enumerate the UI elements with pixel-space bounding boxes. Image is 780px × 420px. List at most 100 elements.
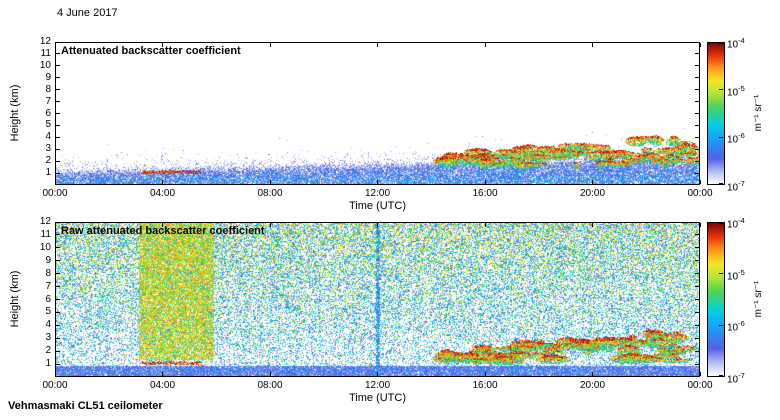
colorbar-unit-label-raw: m⁻¹ sr⁻¹ bbox=[753, 280, 764, 318]
y-tick-mark bbox=[695, 149, 699, 150]
x-tick-mark bbox=[700, 43, 701, 47]
x-tick-mark bbox=[592, 223, 593, 227]
colorbar-tick-mark bbox=[719, 325, 723, 326]
y-tick-mark bbox=[56, 149, 60, 150]
filtered-backscatter-plot: Attenuated backscatter coefficient bbox=[55, 42, 700, 185]
y-tick-mark bbox=[695, 161, 699, 162]
x-tick-label: 04:00 bbox=[149, 380, 176, 391]
x-tick-mark bbox=[270, 180, 271, 184]
y-tick-mark bbox=[695, 260, 699, 261]
x-tick-mark bbox=[377, 223, 378, 227]
y-tick-label: 9 bbox=[45, 71, 51, 83]
x-tick-mark bbox=[270, 372, 271, 376]
y-tick-mark bbox=[695, 364, 699, 365]
x-tick-mark bbox=[485, 223, 486, 227]
y-tick-mark bbox=[695, 351, 699, 352]
colorbar-tick-label: 10-7 bbox=[727, 371, 745, 386]
y-tick-mark bbox=[695, 125, 699, 126]
x-tick-label: 00:00 bbox=[42, 380, 68, 391]
y-tick-label: 3 bbox=[45, 332, 51, 344]
x-tick-mark bbox=[162, 180, 163, 184]
y-tick-mark bbox=[695, 222, 699, 223]
x-tick-mark bbox=[162, 223, 163, 227]
x-tick-label: 12:00 bbox=[364, 188, 391, 199]
colorbar-tick-mark bbox=[719, 273, 723, 274]
x-tick-mark bbox=[55, 223, 56, 227]
x-tick-mark bbox=[162, 43, 163, 47]
y-tick-mark bbox=[56, 351, 60, 352]
raw-heatmap-canvas bbox=[56, 223, 699, 376]
colorbar-tick-label: 10-6 bbox=[727, 319, 745, 334]
y-tick-mark bbox=[695, 101, 699, 102]
y-tick-label: 3 bbox=[45, 143, 51, 155]
x-axis-label-raw: Time (UTC) bbox=[348, 392, 407, 404]
colorbar-unit-label-filtered: m⁻¹ sr⁻¹ bbox=[753, 94, 764, 132]
y-tick-label: 4 bbox=[45, 131, 51, 143]
y-tick-label: 7 bbox=[45, 95, 51, 107]
y-tick-mark bbox=[56, 53, 60, 54]
x-tick-label: 08:00 bbox=[257, 380, 283, 391]
y-tick-mark bbox=[695, 325, 699, 326]
colorbar-tick-mark bbox=[719, 137, 723, 138]
y-tick-mark bbox=[695, 338, 699, 339]
colorbar-tick-mark bbox=[719, 375, 723, 376]
y-tick-label: 11 bbox=[40, 228, 51, 240]
y-tick-label: 2 bbox=[45, 345, 51, 357]
y-tick-mark bbox=[56, 173, 60, 174]
y-tick-label: 9 bbox=[45, 254, 51, 266]
y-tick-mark bbox=[695, 53, 699, 54]
x-axis-label-filtered: Time (UTC) bbox=[348, 200, 407, 212]
y-tick-mark bbox=[56, 77, 60, 78]
x-tick-mark bbox=[55, 180, 56, 184]
y-tick-mark bbox=[695, 89, 699, 90]
y-tick-mark bbox=[56, 325, 60, 326]
y-tick-mark bbox=[56, 113, 60, 114]
x-tick-label: 20:00 bbox=[579, 188, 606, 199]
x-tick-mark bbox=[485, 43, 486, 47]
y-tick-mark bbox=[56, 364, 60, 365]
y-tick-mark bbox=[56, 247, 60, 248]
x-tick-label: 00:00 bbox=[42, 188, 68, 199]
y-tick-label: 6 bbox=[45, 107, 51, 119]
x-tick-label: 16:00 bbox=[472, 188, 498, 199]
x-tick-label: 16:00 bbox=[472, 380, 498, 391]
plot-title-filtered: Attenuated backscatter coefficient bbox=[61, 45, 241, 57]
x-tick-mark bbox=[55, 372, 56, 376]
y-tick-label: 2 bbox=[45, 155, 51, 167]
y-tick-label: 11 bbox=[40, 47, 51, 59]
x-tick-label: 04:00 bbox=[149, 188, 176, 199]
y-tick-mark bbox=[56, 222, 60, 223]
y-tick-mark bbox=[56, 286, 60, 287]
x-tick-label: 08:00 bbox=[257, 188, 283, 199]
y-axis-label-raw: Height (km) bbox=[9, 270, 21, 328]
y-tick-mark bbox=[695, 247, 699, 248]
colorbar-tick-mark bbox=[719, 223, 723, 224]
x-tick-mark bbox=[592, 372, 593, 376]
colorbar-tick-mark bbox=[719, 89, 723, 90]
filtered-heatmap-canvas bbox=[56, 43, 699, 184]
y-tick-mark bbox=[695, 234, 699, 235]
y-tick-mark bbox=[695, 42, 699, 43]
y-tick-label: 5 bbox=[45, 119, 51, 131]
y-tick-mark bbox=[56, 137, 60, 138]
colorbar-tick-label: 10-5 bbox=[727, 267, 745, 282]
colorbar-tick-label: 10-4 bbox=[727, 36, 745, 51]
y-tick-mark bbox=[56, 338, 60, 339]
x-tick-mark bbox=[700, 180, 701, 184]
x-tick-mark bbox=[270, 43, 271, 47]
y-axis-label-filtered: Height (km) bbox=[9, 84, 21, 142]
colorbar-tick-mark bbox=[719, 43, 723, 44]
y-tick-mark bbox=[695, 113, 699, 114]
y-tick-label: 7 bbox=[45, 280, 51, 292]
x-tick-mark bbox=[377, 180, 378, 184]
y-tick-label: 8 bbox=[45, 267, 51, 279]
x-tick-label: 00:00 bbox=[687, 188, 713, 199]
y-tick-label: 12 bbox=[39, 36, 51, 47]
y-tick-mark bbox=[56, 161, 60, 162]
y-tick-label: 6 bbox=[45, 293, 51, 305]
x-tick-label: 00:00 bbox=[687, 380, 713, 391]
x-tick-mark bbox=[485, 372, 486, 376]
y-tick-mark bbox=[695, 77, 699, 78]
x-tick-mark bbox=[700, 372, 701, 376]
y-tick-mark bbox=[695, 65, 699, 66]
